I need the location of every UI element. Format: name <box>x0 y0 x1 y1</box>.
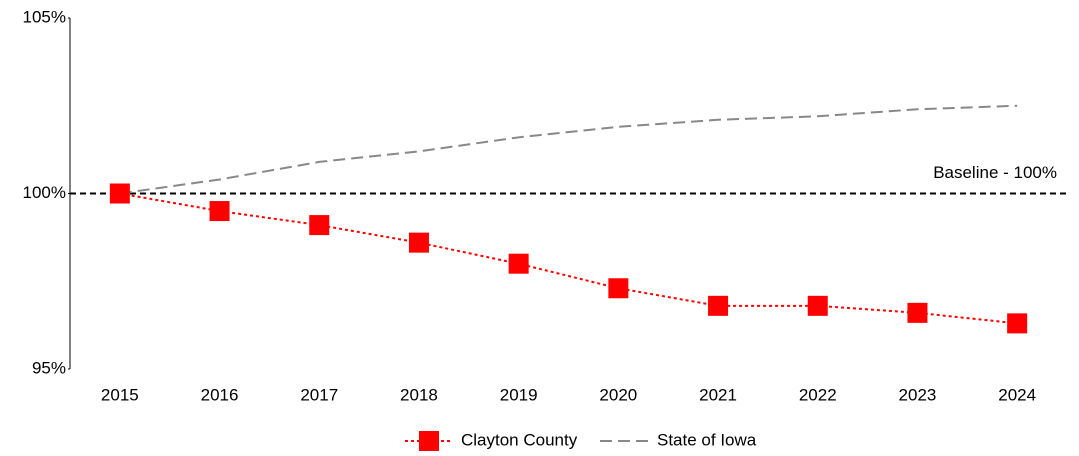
point-marker <box>907 302 928 323</box>
point-marker <box>109 183 130 204</box>
point-marker <box>807 295 828 316</box>
series-line <box>119 104 1018 195</box>
y-tick-label: 100% <box>23 183 66 202</box>
x-tick-label: 2021 <box>699 385 737 404</box>
series-line <box>119 192 1018 325</box>
x-tick-label: 2015 <box>101 385 139 404</box>
x-tick-label: 2016 <box>201 385 239 404</box>
x-tick-label: 2023 <box>899 385 937 404</box>
y-tick-label: 105% <box>23 7 66 26</box>
point-marker <box>1007 313 1028 334</box>
x-tick-label: 2017 <box>300 385 338 404</box>
point-marker <box>708 295 729 316</box>
x-tick-label: 2018 <box>400 385 438 404</box>
point-marker <box>608 278 629 299</box>
point-marker <box>508 253 529 274</box>
legend-label: Clayton County <box>461 430 578 449</box>
point-marker <box>309 215 330 236</box>
baseline-label: Baseline - 100% <box>933 163 1057 182</box>
point-marker <box>209 201 230 222</box>
x-tick-label: 2019 <box>500 385 538 404</box>
legend-label: State of Iowa <box>657 430 757 449</box>
x-tick-label: 2022 <box>799 385 837 404</box>
y-tick-label: 95% <box>32 358 66 377</box>
point-marker <box>408 232 429 253</box>
x-tick-label: 2024 <box>998 385 1036 404</box>
legend-marker <box>419 431 439 451</box>
x-tick-label: 2020 <box>599 385 637 404</box>
